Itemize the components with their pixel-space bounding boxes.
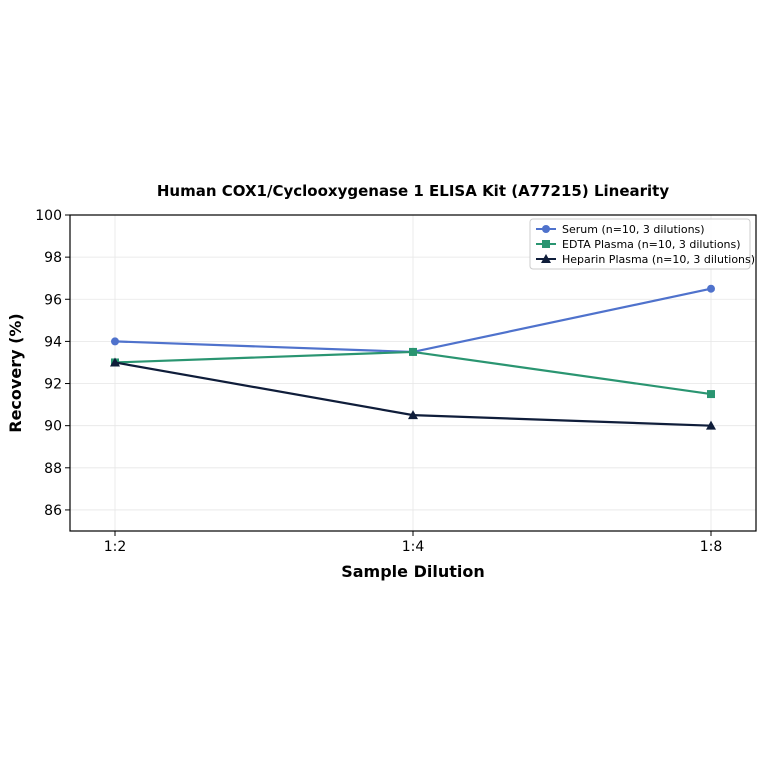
x-tick-label: 1:4 (402, 539, 425, 555)
legend-label: EDTA Plasma (n=10, 3 dilutions) (562, 238, 741, 251)
legend-box (529, 218, 751, 270)
chart-title: Human COX1/Cyclooxygenase 1 ELISA Kit (A… (157, 182, 669, 200)
y-tick-label: 92 (44, 377, 62, 393)
data-point (408, 410, 418, 420)
axis-ticks: 1:2 1:4 1:8 86 88 90 92 94 96 98 100 (35, 208, 722, 555)
x-axis-label: Sample Dilution (341, 562, 485, 581)
y-tick-label: 94 (44, 334, 62, 350)
legend-label: Serum (n=10, 3 dilutions) (562, 223, 705, 236)
y-axis-label: Recovery (%) (6, 313, 25, 432)
x-tick-label: 1:8 (700, 539, 723, 555)
legend-marker (541, 254, 551, 263)
data-point (409, 347, 417, 356)
data-point (706, 420, 716, 430)
x-tick-label: 1:2 (104, 539, 127, 555)
data-point (707, 390, 715, 399)
series-layer (110, 284, 716, 430)
y-tick-label: 86 (44, 503, 62, 519)
y-tick-label: 88 (44, 461, 62, 477)
data-point (707, 284, 715, 293)
data-point (110, 357, 120, 367)
data-point (111, 337, 119, 346)
y-tick-label: 100 (35, 208, 62, 224)
legend: Serum (n=10, 3 dilutions) EDTA Plasma (n=… (529, 218, 755, 270)
legend-marker (542, 225, 550, 233)
y-tick-label: 96 (44, 292, 62, 308)
legend-marker (542, 240, 550, 248)
y-tick-label: 98 (44, 250, 62, 266)
y-tick-label: 90 (44, 419, 62, 435)
legend-label: Heparin Plasma (n=10, 3 dilutions) (562, 253, 755, 266)
series-3 (110, 357, 716, 430)
